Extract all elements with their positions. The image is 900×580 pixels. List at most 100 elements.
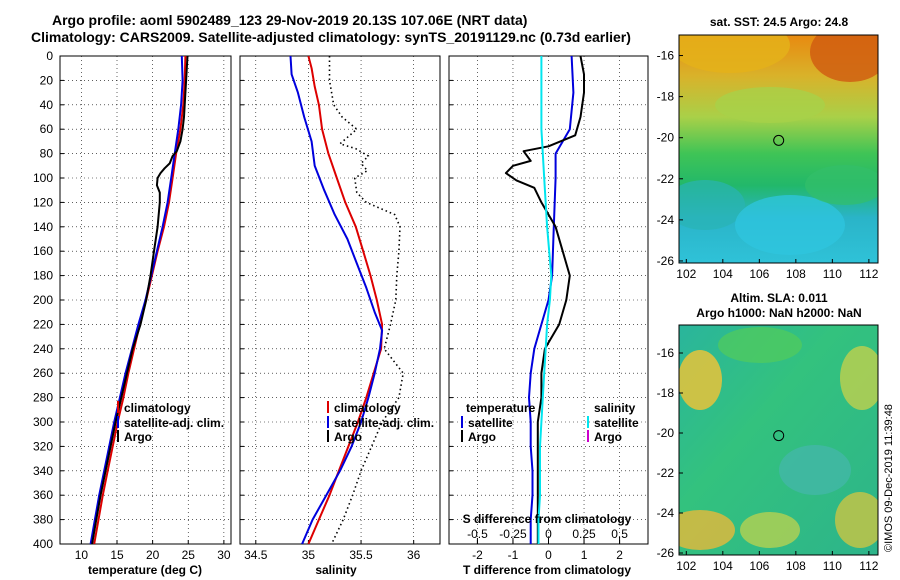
sst-map-title: sat. SST: 24.5 Argo: 24.8	[710, 15, 849, 29]
difference-s-tick-label: 0	[545, 527, 552, 541]
sst-lon-label: 112	[859, 267, 878, 281]
depth-tick-label: 80	[40, 147, 54, 161]
sla-map-title-1: Altim. SLA: 0.011	[730, 291, 828, 305]
sst-warm-patch	[679, 35, 790, 73]
salinity-legend: climatology satellite-adj. clim. Argo	[327, 401, 434, 444]
difference-s-tick-label: -0.5	[467, 527, 488, 541]
depth-tick-label: 320	[33, 439, 53, 453]
sst-map: sat. SST: 24.5 Argo: 24.8 102 104 106 108 11…	[657, 15, 879, 281]
salinity-panel: 34.5 35 35.5 36 salinity climatology satell…	[239, 55, 441, 577]
sla-map-ticks: 102 104 106 108 110 112 -16 -18 -20 -22 -24 -26	[657, 346, 879, 573]
salinity-xlabel: salinity	[315, 563, 357, 577]
temperature-panel: 10 15 20 25 30 temperature (deg C) climatolo…	[59, 55, 232, 577]
sla-map: Altim. SLA: 0.011 Argo h1000: NaN h2000:…	[657, 291, 879, 573]
sla-low-centre	[779, 445, 851, 495]
depth-tick-label: 220	[33, 317, 53, 331]
imos-stamp: ©IMOS 09-Dec-2019 11:39:48	[883, 404, 895, 552]
sst-green-patch	[805, 165, 878, 205]
title-line-1: Argo profile: aoml 5902489_123 29-Nov-20…	[52, 12, 527, 28]
temperature-xtick-label: 15	[110, 548, 124, 562]
sla-high-southeast	[835, 492, 878, 548]
sla-lat-label: -18	[657, 386, 675, 400]
title-line-2: Climatology: CARS2009. Satellite-adjuste…	[31, 29, 631, 45]
depth-tick-label: 40	[40, 98, 54, 112]
depth-tick-label: 240	[33, 342, 53, 356]
difference-xtick-label: -1	[508, 548, 519, 562]
salinity-legend-climatology: climatology	[334, 401, 401, 415]
salinity-legend-satellite: satellite-adj. clim.	[334, 416, 434, 430]
sst-hot-patch	[810, 35, 878, 82]
temperature-legend-argo: Argo	[124, 430, 152, 444]
sla-lon-label: 106	[749, 559, 769, 573]
difference-legend-t-satellite: satellite	[468, 416, 513, 430]
sla-high-south	[740, 512, 800, 548]
difference-series-t-satellite	[528, 56, 575, 544]
sst-mid-patch	[715, 87, 825, 123]
sla-argo-location-marker	[773, 430, 785, 442]
salinity-xtick-label: 36	[407, 548, 421, 562]
salinity-xtick-label: 35	[302, 548, 316, 562]
difference-legend-s-satellite: satellite	[594, 416, 639, 430]
temperature-series-argo	[91, 56, 189, 544]
depth-axis: 0 20 40 60 80 100 120 140 160 180 200 220 240 260 280 3…	[33, 49, 53, 551]
sst-lon-label: 108	[786, 267, 806, 281]
sla-field	[679, 325, 878, 555]
difference-legend-t-argo: Argo	[468, 430, 496, 444]
difference-legend-salinity-title: salinity	[594, 401, 636, 415]
temperature-series	[89, 56, 189, 544]
salinity-series	[289, 56, 405, 544]
sst-lat-label: -26	[657, 254, 675, 268]
sst-map-ticks: 102 104 106 108 110 112 -16 -18 -20 -22 -24 -26	[657, 49, 879, 281]
salinity-gridlines	[240, 55, 440, 545]
sst-lon-label: 110	[823, 267, 842, 281]
temperature-legend-satellite: satellite-adj. clim.	[124, 416, 224, 430]
difference-s-tick-label: -0.25	[499, 527, 527, 541]
temperature-legend-climatology: climatology	[124, 401, 191, 415]
sla-lat-label: -24	[657, 506, 675, 520]
sla-lat-label: -26	[657, 546, 675, 560]
depth-tick-label: 0	[46, 49, 53, 63]
salinity-series-satellite-adj-clim-	[289, 56, 384, 544]
salinity-x-ticks: 34.5 35 35.5 36	[244, 548, 421, 562]
difference-xtick-label: 2	[616, 548, 623, 562]
temperature-xtick-label: 20	[146, 548, 160, 562]
sst-lon-label: 102	[676, 267, 696, 281]
sla-lon-label: 104	[713, 559, 733, 573]
sla-green-north	[718, 327, 802, 363]
difference-panel: -2 -1 0 1 2 -0.5 -0.25 0 0.25 0.5 T difference f…	[448, 55, 649, 577]
salinity-xtick-label: 35.5	[349, 548, 373, 562]
temperature-xtick-label: 10	[75, 548, 89, 562]
difference-xtick-label: 1	[581, 548, 588, 562]
depth-tick-label: 100	[33, 171, 53, 185]
temperature-x-ticks: 10 15 20 25 30	[75, 548, 231, 562]
difference-x-ticks: -2 -1 0 1 2	[472, 548, 623, 562]
difference-series	[504, 56, 585, 544]
sst-lat-label: -16	[657, 49, 675, 63]
sst-lat-label: -20	[657, 131, 675, 145]
depth-tick-label: 400	[33, 537, 53, 551]
difference-s-tick-label: 0.25	[572, 527, 596, 541]
sla-lat-label: -22	[657, 466, 675, 480]
depth-tick-label: 300	[33, 415, 53, 429]
sla-lat-label: -16	[657, 346, 675, 360]
sst-cool-patch-south	[735, 195, 845, 255]
depth-tick-label: 280	[33, 391, 53, 405]
difference-legend-s-argo: Argo	[594, 430, 622, 444]
sla-lat-label: -20	[657, 426, 675, 440]
sst-argo-location-marker	[773, 134, 785, 146]
sla-high-east	[840, 346, 878, 410]
salinity-series-argo	[328, 56, 405, 544]
salinity-legend-argo: Argo	[334, 430, 362, 444]
difference-s-xlabel: S difference from climatology	[463, 512, 632, 526]
temperature-gridlines	[60, 55, 231, 545]
sla-lon-label: 110	[823, 559, 842, 573]
sst-lon-label: 104	[713, 267, 733, 281]
sst-lat-label: -24	[657, 213, 675, 227]
salinity-xtick-label: 34.5	[244, 548, 268, 562]
sst-lon-label: 106	[749, 267, 769, 281]
depth-tick-label: 360	[33, 488, 53, 502]
difference-series-s-satellite	[537, 56, 553, 544]
sst-field	[679, 35, 878, 263]
sla-map-title-2: Argo h1000: NaN h2000: NaN	[696, 306, 861, 320]
